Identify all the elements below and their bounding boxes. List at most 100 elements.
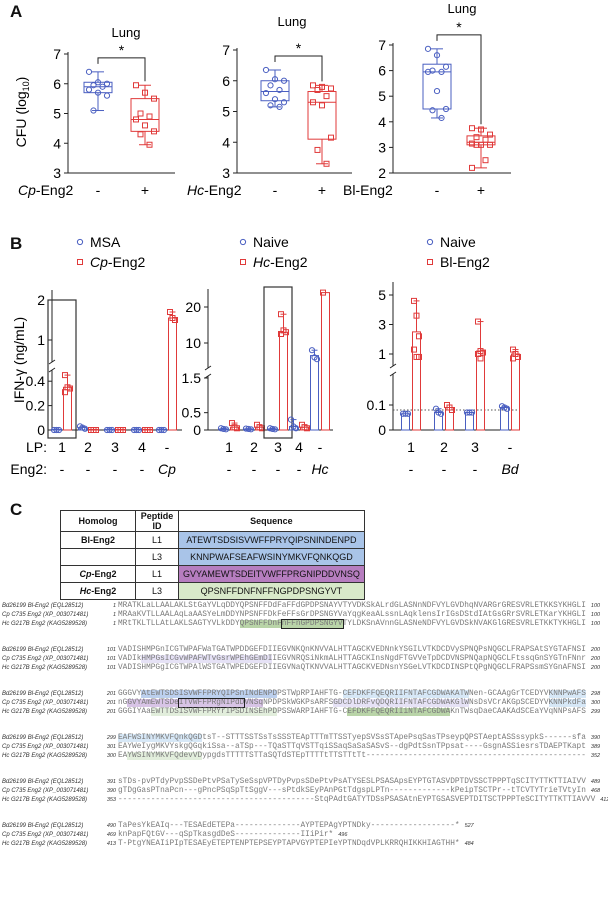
legend-label: Cp-Eng2 (90, 254, 145, 270)
start-position: 469 (106, 832, 116, 838)
data-point-square (137, 110, 144, 117)
lp-label: 2 (440, 439, 448, 455)
sequence-segment: T-PtgYNEAIiPIpTESAEyETEPTENPTEPSEYPTAPVG… (118, 840, 460, 848)
eng2-label: - (113, 461, 118, 477)
y-axis-label-cfu: CFU (log10) (13, 77, 31, 148)
lp-label: 3 (471, 439, 479, 455)
data-point-circle (404, 410, 412, 417)
box (422, 63, 452, 110)
highlighted-segment: ITVWFFPRgNIPdD (177, 698, 246, 708)
y-tick-label: 2 (37, 292, 45, 308)
data-point-circle (438, 68, 445, 75)
data-point-circle (276, 86, 283, 94)
eng2-label: - (140, 461, 145, 477)
alignment-row: Hc G217B Eng2 (KAG5289528) 300 EAYWSINYMKV… (0, 752, 608, 761)
header-sequence: Sequence (178, 510, 365, 532)
sequence-segment: tsT--STTTSSTSsTsSSSTEApTTTmTTSSTyepSVSsS… (202, 734, 586, 742)
alignment-row: Cp C735 Eng2 (XP_003071481) 1 MRAaKVTLLAAL… (0, 611, 608, 620)
box (83, 81, 113, 94)
table-row: L3 KNNPWAFSEAFWSINYMKVFQNKQGD (60, 548, 365, 566)
sequence: MRATKLaLLAALAKLStGaYVLqDDYQPSNFFDdFaFFdG… (118, 602, 600, 611)
alignment-row: Cp C735 Eng2 (XP_003071481) 201 nGGVYAmEWT… (0, 698, 608, 708)
highlighted-segment: nFFnGPDPSNGYV (280, 619, 344, 629)
x-tick-label: + (477, 182, 485, 198)
data-point-circle (287, 416, 295, 423)
panel-label-c: C (10, 500, 23, 519)
end-position: 527 (464, 823, 474, 829)
sequence-segment: EA (118, 752, 128, 760)
data-point-circle (267, 82, 274, 89)
y-axis-label-ifn: IFN-γ (ng/mL) (11, 317, 27, 403)
y-tick-label: 7 (53, 46, 61, 62)
eng2-label: - (442, 461, 447, 477)
legend-label: Naive (253, 234, 289, 250)
homolog-cell: Bl-Eng2 (60, 531, 136, 549)
y-tick-label: 3 (378, 317, 386, 333)
species-name: Hc G217B Eng2 (KAG5289528) (2, 709, 88, 715)
legend-label: Bl-Eng2 (440, 254, 490, 270)
ylabel-text: CFU (log (13, 91, 29, 147)
data-point-square (416, 333, 422, 340)
sequence-segment: TaPesYkEAIq---TESAEdETEPa--------------A… (118, 822, 460, 830)
sequence: nGGVYAmEWTSDeITVWFFPRgNIPdDVNSqNPDPSkWGK… (118, 698, 600, 708)
data-point-square (278, 331, 284, 337)
significance-star: * (296, 40, 302, 56)
eng2-label: Bd (501, 461, 519, 477)
sequence-segment: GGGIYAa (118, 708, 151, 716)
data-point-circle (503, 405, 511, 412)
sequence-cell: QPSNFFDNFNFFNGPDPSNGYVT (178, 582, 365, 600)
y-tick-label: 4 (222, 134, 230, 150)
lp-label: 1 (225, 439, 233, 455)
start-position: 201 (106, 700, 116, 706)
legend-rest: MSA (90, 234, 121, 250)
data-point-square (510, 355, 516, 362)
end-position: 496 (338, 832, 348, 838)
homolog-rest: Bl-Eng2 (80, 535, 115, 545)
lp-label: 3 (274, 439, 282, 455)
data-point-circle (103, 80, 111, 87)
lp-label: 1 (58, 439, 66, 455)
bar (310, 355, 319, 431)
data-point-circle (269, 425, 276, 433)
header-peptide-id: Peptide ID (135, 510, 179, 532)
legend-italic: Hc (253, 254, 270, 270)
sequence: GGGVYAtEWTSDSISVWFFPRYQIPSnINdENPDPSTWpR… (118, 690, 600, 699)
sequence-alignment: Bd26199 Bl-Eng2 (EQL28512) 1 MRATKLaLLAALA… (0, 602, 608, 866)
data-point-circle (271, 426, 279, 433)
eng2-label: - (297, 461, 302, 477)
sequence: VADISHMPGgICGTWPAlWSTGATWPEDGEFDIIEGVNaQ… (118, 664, 600, 673)
sequence-segment: VADIk (118, 655, 142, 663)
bar-chart-3: 0 0.1 1 3 5 1 - 2 - 3 - - Bd Naive Bl-Eng2 (367, 234, 521, 477)
sequence-cell: ATEWTSDSISVWFFPRYQIPSNINDENPD (178, 531, 365, 549)
lp-label: 2 (250, 439, 258, 455)
data-point-square (475, 318, 481, 325)
sequence-segment: ypgdsTTTTTSTTaSQTdSTEpTTTTtTTSTTtTt-----… (202, 752, 586, 760)
data-point-square (167, 309, 173, 315)
y-tick-label: 1 (37, 332, 45, 348)
sequence: VADIkHMPGsICGvWPAFWTvGsrWPEhGEmDIIEGVNRQ… (118, 655, 600, 664)
highlighted-segment: EFDKFFQEQRIIiNTAFCGDWA (347, 708, 451, 716)
alignment-row: Cp C735 Eng2 (XP_003071481) 390 gTDgGasPTn… (0, 787, 608, 796)
legend-label: Hc-Eng2 (253, 254, 308, 270)
xlabel-italic: Cp (18, 182, 36, 198)
axis-break-mark (389, 371, 397, 377)
start-position: 413 (106, 841, 116, 847)
species-name: Cp C735 Eng2 (XP_003071481) (2, 656, 89, 662)
alignment-row: Bd26199 Bl-Eng2 (EQL28512) 490 TaPesYkEAIq… (0, 822, 608, 831)
data-point-circle (160, 426, 168, 434)
end-position: 299 (590, 709, 601, 715)
sequence-segment: GGGVY (118, 690, 142, 698)
y-tick-label: 4 (378, 114, 386, 130)
data-point-circle (280, 77, 288, 84)
data-point-square (469, 125, 475, 132)
y-tick-label: 2 (378, 165, 386, 181)
data-point-square (310, 82, 316, 89)
y-tick-label: 6 (378, 63, 386, 79)
homolog-rest: -Eng2 (91, 586, 117, 596)
xlabel-italic: Hc (187, 182, 204, 198)
data-point-circle (245, 425, 252, 433)
start-position: 201 (106, 691, 116, 697)
data-point-square (487, 131, 493, 138)
legend-marker (77, 259, 83, 265)
data-point-circle (308, 347, 316, 354)
